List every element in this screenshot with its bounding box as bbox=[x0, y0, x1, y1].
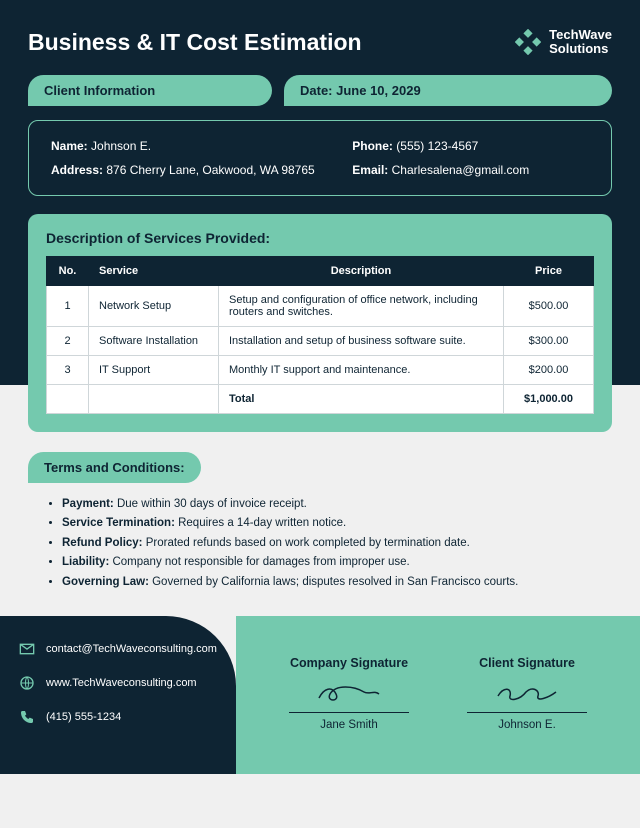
client-email: Email: Charlesalena@gmail.com bbox=[352, 163, 589, 177]
services-table: No. Service Description Price 1 Network … bbox=[46, 256, 594, 414]
client-signature: Client Signature Johnson E. bbox=[467, 656, 587, 731]
date-pill: Date: June 10, 2029 bbox=[284, 75, 612, 106]
term-item: Liability: Company not responsible for d… bbox=[62, 553, 612, 573]
section-pills: Client Information Date: June 10, 2029 bbox=[28, 75, 612, 106]
footer: contact@TechWaveconsulting.com www.TechW… bbox=[0, 616, 640, 774]
col-description: Description bbox=[219, 256, 504, 285]
col-service: Service bbox=[89, 256, 219, 285]
company-signature: Company Signature Jane Smith bbox=[289, 656, 409, 731]
term-item: Payment: Due within 30 days of invoice r… bbox=[62, 495, 612, 515]
table-total-row: Total $1,000.00 bbox=[47, 384, 594, 413]
header: Business & IT Cost Estimation TechWave S… bbox=[28, 28, 612, 57]
mail-icon bbox=[18, 640, 36, 658]
col-price: Price bbox=[504, 256, 594, 285]
services-card: Description of Services Provided: No. Se… bbox=[28, 214, 612, 432]
signature-scribble bbox=[467, 678, 587, 708]
col-no: No. bbox=[47, 256, 89, 285]
contact-email: contact@TechWaveconsulting.com bbox=[18, 640, 218, 658]
contact-website: www.TechWaveconsulting.com bbox=[18, 674, 218, 692]
phone-icon bbox=[18, 708, 36, 726]
term-item: Governing Law: Governed by California la… bbox=[62, 573, 612, 593]
table-row: 1 Network Setup Setup and configuration … bbox=[47, 285, 594, 326]
globe-icon bbox=[18, 674, 36, 692]
terms-title: Terms and Conditions: bbox=[28, 452, 201, 483]
company-name: TechWave Solutions bbox=[549, 28, 612, 57]
page-title: Business & IT Cost Estimation bbox=[28, 29, 362, 56]
table-row: 2 Software Installation Installation and… bbox=[47, 326, 594, 355]
client-info-pill: Client Information bbox=[28, 75, 272, 106]
term-item: Refund Policy: Prorated refunds based on… bbox=[62, 534, 612, 554]
client-address: Address: 876 Cherry Lane, Oakwood, WA 98… bbox=[51, 163, 352, 177]
client-info-box: Name: Johnson E. Phone: (555) 123-4567 A… bbox=[28, 120, 612, 196]
logo-icon bbox=[515, 29, 541, 55]
services-title: Description of Services Provided: bbox=[46, 230, 594, 246]
contact-phone: (415) 555-1234 bbox=[18, 708, 218, 726]
company-logo: TechWave Solutions bbox=[515, 28, 612, 57]
term-item: Service Termination: Requires a 14-day w… bbox=[62, 514, 612, 534]
signature-scribble bbox=[289, 678, 409, 708]
terms-list: Payment: Due within 30 days of invoice r… bbox=[28, 495, 612, 593]
footer-contact: contact@TechWaveconsulting.com www.TechW… bbox=[0, 616, 236, 774]
terms-section: Terms and Conditions: Payment: Due withi… bbox=[0, 452, 640, 593]
client-phone: Phone: (555) 123-4567 bbox=[352, 139, 589, 153]
client-name: Name: Johnson E. bbox=[51, 139, 352, 153]
signatures: Company Signature Jane Smith Client Sign… bbox=[236, 616, 640, 774]
table-row: 3 IT Support Monthly IT support and main… bbox=[47, 355, 594, 384]
